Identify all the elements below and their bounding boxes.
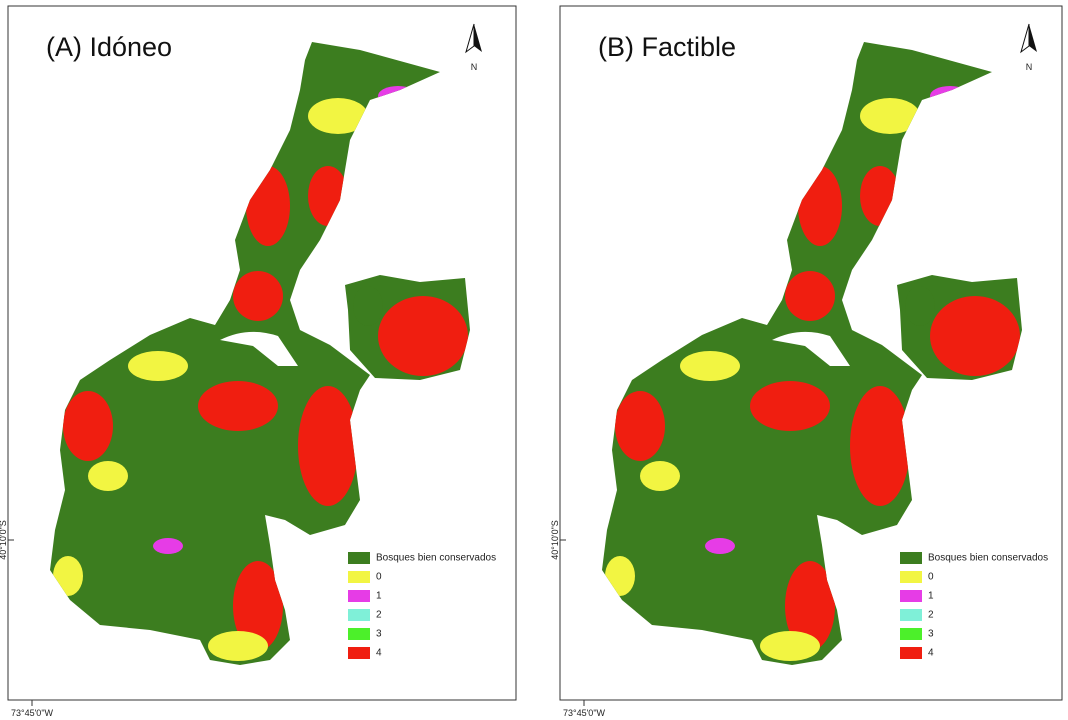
north-label: N <box>1026 62 1033 72</box>
panel: (A) Idóneo N 40°10'0"S 73°45'0"W Bosques… <box>0 5 517 718</box>
legend-label: 1 <box>928 591 934 602</box>
legend-label: 4 <box>928 648 934 659</box>
panel-title: (B) Factible <box>598 32 736 62</box>
legend-label: 2 <box>376 610 382 621</box>
legend-swatch <box>900 609 922 621</box>
legend: Bosques bien conservados 0 1 2 3 4 <box>900 552 1048 659</box>
north-arrow <box>1020 23 1037 54</box>
lon-label: 73°45'0"W <box>11 708 54 718</box>
panel-title: (A) Idóneo <box>46 32 172 62</box>
legend-swatch <box>900 571 922 583</box>
legend-swatch <box>348 647 370 659</box>
legend-swatch <box>348 571 370 583</box>
lat-label: 40°10'0"S <box>550 520 560 560</box>
legend-label: 2 <box>928 610 934 621</box>
legend-label: 4 <box>376 648 382 659</box>
north-label: N <box>471 62 478 72</box>
legend-swatch <box>900 552 922 564</box>
legend-label: 0 <box>376 572 382 583</box>
panel-frame <box>7 5 517 701</box>
lat-label: 40°10'0"S <box>0 520 8 560</box>
legend-swatch <box>900 628 922 640</box>
map <box>38 36 488 676</box>
legend-label: Bosques bien conservados <box>376 553 496 564</box>
legend-label: 3 <box>376 629 382 640</box>
legend-label: 0 <box>928 572 934 583</box>
panel-frame <box>559 5 1063 701</box>
lon-label: 73°45'0"W <box>563 708 606 718</box>
legend-swatch <box>900 590 922 602</box>
panel: (B) Factible N 40°10'0"S 73°45'0"W Bosqu… <box>550 5 1063 718</box>
north-arrow <box>465 23 482 54</box>
legend-swatch <box>348 628 370 640</box>
legend: Bosques bien conservados 0 1 2 3 4 <box>348 552 496 659</box>
legend-swatch <box>348 609 370 621</box>
legend-label: Bosques bien conservados <box>928 553 1048 564</box>
legend-label: 3 <box>928 629 934 640</box>
legend-swatch <box>900 647 922 659</box>
map <box>590 36 1040 676</box>
legend-label: 1 <box>376 591 382 602</box>
legend-swatch <box>348 590 370 602</box>
legend-swatch <box>348 552 370 564</box>
